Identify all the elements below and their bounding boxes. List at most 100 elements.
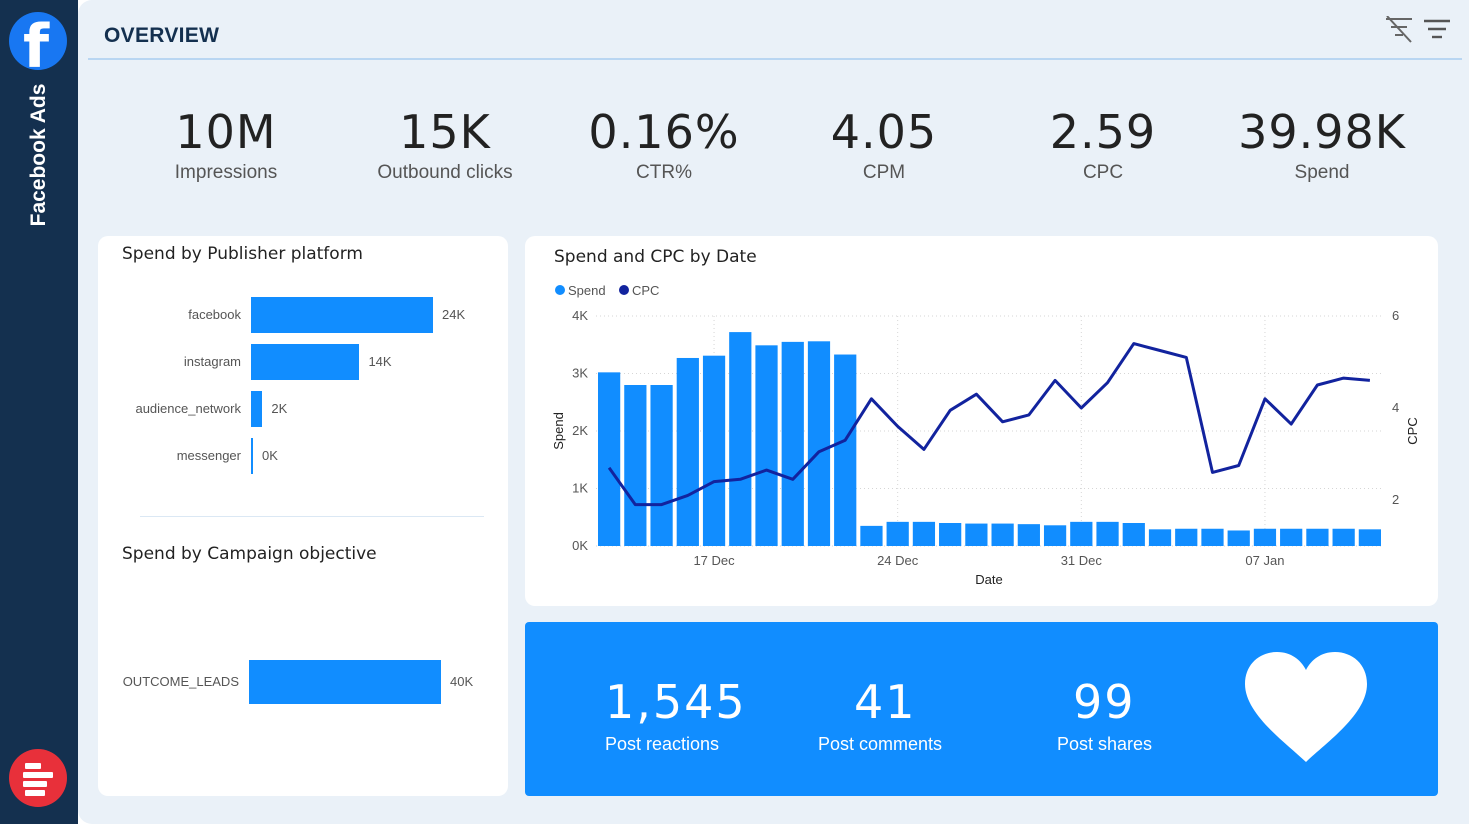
filter-icon[interactable] [1424, 19, 1450, 39]
kpi-label: Spend [1294, 162, 1350, 183]
sidebar: f Facebook Ads [0, 0, 78, 824]
spend-bar [1253, 528, 1277, 546]
bar-value-label: 14K [368, 354, 392, 369]
spend-bar [1043, 525, 1067, 546]
kpi-outbound-clicks: 15K Outbound clicks [345, 106, 545, 184]
post-shares-kpi: 99 Post shares [1057, 676, 1152, 755]
legend-label-cpc: CPC [632, 283, 659, 298]
x-axis-title: Date [975, 572, 1002, 587]
brand-logo-icon[interactable] [9, 749, 67, 807]
legend-swatch-cpc [619, 285, 629, 295]
y-tick-label: 1K [572, 481, 588, 496]
bar-label: OUTCOME_LEADS [122, 674, 239, 689]
card-divider [140, 516, 484, 517]
breakdown-card: Spend by Publisher platform facebook 24K i… [98, 236, 508, 796]
spend-bar [886, 521, 909, 546]
kpi-label: Post comments [818, 734, 943, 754]
cpc-line [607, 342, 1371, 507]
spend-bar [1201, 528, 1224, 546]
spend-bar [702, 355, 726, 546]
spend-bar [1306, 528, 1329, 546]
combo-chart-title: Spend and CPC by Date [554, 247, 757, 267]
legend-label-spend: Spend [568, 283, 606, 298]
combo-chart-card: Spend and CPC by Date Spend CPC 0K 1K 2K 3K 4K… [525, 236, 1438, 606]
kpi-value: 4.05 [830, 105, 938, 159]
legend-swatch-spend [555, 285, 565, 295]
heart-icon [1245, 652, 1367, 762]
bar-value-label: 0K [262, 448, 278, 463]
kpi-spend: 39.98K Spend [1222, 106, 1422, 184]
spend-bar [834, 354, 857, 546]
y-tick-label: 4K [572, 308, 588, 323]
spend-bar [1148, 529, 1172, 546]
x-tick-label: 17 Dec [693, 553, 735, 568]
spend-bar [1358, 529, 1381, 546]
publisher-chart-title: Spend by Publisher platform [122, 244, 363, 264]
filter-toolbar [1386, 15, 1450, 43]
kpi-cpc: 2.59 CPC [1003, 106, 1203, 184]
spend-bar [624, 385, 647, 546]
bar-value-label: 2K [271, 401, 288, 416]
y-tick-label: 2K [572, 423, 588, 438]
spend-bar [781, 341, 804, 546]
kpi-label: Post shares [1057, 734, 1153, 754]
spend-bar [1122, 523, 1145, 546]
spend-bar [1280, 528, 1303, 546]
spend-bar [1332, 528, 1355, 546]
bar-instagram[interactable] [251, 344, 360, 380]
kpi-value: 15K [399, 105, 491, 159]
kpi-label: Impressions [174, 162, 278, 183]
bar-label: audience_network [135, 401, 241, 416]
page-title: OVERVIEW [104, 24, 220, 47]
spend-bar [1227, 530, 1250, 546]
kpi-value: 39.98K [1238, 105, 1406, 159]
bar-label: messenger [176, 448, 241, 463]
spend-bar [729, 332, 752, 546]
objective-chart-title: Spend by Campaign objective [122, 544, 377, 564]
kpi-ctr: 0.16% CTR% [564, 106, 764, 184]
spend-bar [650, 385, 673, 546]
bar-value-label: 40K [450, 674, 474, 689]
y2-axis-title: CPC [1405, 417, 1420, 444]
main-canvas: OVERVIEW 10M Impressions 15K Outbound cl… [78, 0, 1469, 824]
x-tick-label: 31 Dec [1061, 553, 1103, 568]
kpi-value: 0.16% [588, 105, 740, 159]
y2-tick-label: 6 [1392, 308, 1399, 323]
y-axis-title: Spend [551, 412, 566, 450]
spend-bar [991, 523, 1014, 546]
bar-messenger[interactable] [251, 438, 253, 474]
x-tick-label: 07 Jan [1245, 553, 1284, 568]
kpi-cpm: 4.05 CPM [784, 106, 984, 184]
post-comments-kpi: 41 Post comments [818, 676, 942, 755]
app-title: Facebook Ads [27, 83, 50, 227]
kpi-label: CPM [862, 162, 906, 183]
kpi-label: CTR% [636, 162, 692, 183]
clear-filter-icon[interactable] [1386, 15, 1412, 43]
kpi-value: 2.59 [1049, 105, 1157, 159]
kpi-label: Outbound clicks [377, 162, 513, 183]
x-tick-label: 24 Dec [877, 553, 919, 568]
spend-bar [755, 345, 778, 546]
bar-facebook[interactable] [251, 297, 433, 333]
spend-bar [912, 521, 936, 546]
spend-bar [1070, 521, 1093, 546]
bar-label: facebook [188, 307, 241, 322]
engagement-panel: 1,545 Post reactions 41 Post comments 99… [525, 622, 1438, 796]
kpi-value: 41 [854, 675, 917, 729]
bar-outcome-leads[interactable] [249, 660, 441, 704]
kpi-label: Post reactions [605, 734, 720, 754]
y-tick-label: 3K [572, 366, 588, 381]
bar-label: instagram [183, 354, 241, 369]
spend-bar [1017, 524, 1040, 546]
spend-bar [807, 341, 831, 546]
bar-audience-network[interactable] [251, 391, 263, 427]
spend-bar [598, 372, 621, 546]
spend-bar [1175, 528, 1198, 546]
spend-bar [860, 525, 883, 546]
facebook-icon: f [9, 12, 67, 70]
kpi-value: 99 [1073, 675, 1136, 729]
kpi-value: 1,545 [605, 675, 747, 729]
y2-tick-label: 2 [1392, 492, 1399, 507]
y2-tick-label: 4 [1392, 400, 1399, 415]
spend-bar [1096, 521, 1119, 546]
